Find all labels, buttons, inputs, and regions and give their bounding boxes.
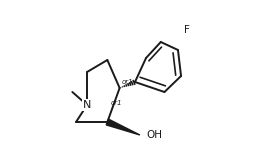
- Text: N: N: [83, 100, 91, 110]
- Text: F: F: [184, 25, 190, 35]
- Text: or1: or1: [121, 79, 133, 85]
- Polygon shape: [106, 119, 140, 135]
- Text: or1: or1: [110, 100, 122, 106]
- Text: OH: OH: [146, 130, 162, 140]
